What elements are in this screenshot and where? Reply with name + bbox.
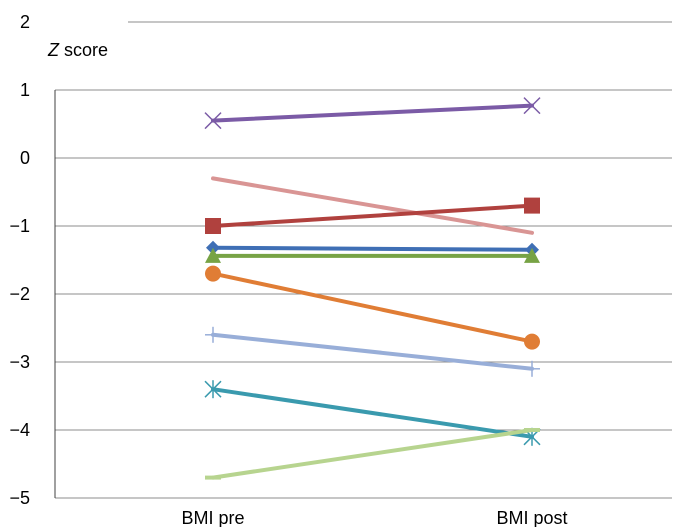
series-line bbox=[211, 428, 534, 480]
y-tick-label: −5 bbox=[9, 488, 30, 508]
y-tick-label: 1 bbox=[20, 80, 30, 100]
series bbox=[204, 97, 541, 130]
data-point-diamond bbox=[206, 240, 220, 255]
x-category-label: BMI pre bbox=[181, 508, 244, 527]
series bbox=[205, 428, 540, 480]
data-point-star bbox=[204, 380, 222, 399]
series bbox=[205, 265, 540, 350]
data-point-square bbox=[524, 197, 540, 214]
y-tick-labels: 2 1 0 −1 −2 −3 −4 −5 bbox=[9, 12, 30, 508]
series-line bbox=[211, 271, 534, 344]
series bbox=[205, 247, 540, 263]
y-tick-label: 2 bbox=[20, 12, 30, 32]
series bbox=[205, 326, 540, 377]
series-line bbox=[211, 387, 534, 439]
y-tick-label: −1 bbox=[9, 216, 30, 236]
data-point-triangle bbox=[205, 247, 221, 263]
y-tick-label: −2 bbox=[9, 284, 30, 304]
series-line bbox=[211, 176, 534, 235]
y-tick-label: 0 bbox=[20, 148, 30, 168]
series-lines bbox=[204, 97, 541, 480]
gridlines bbox=[54, 21, 672, 499]
x-category-label: BMI post bbox=[496, 508, 567, 527]
data-point-x bbox=[523, 97, 541, 115]
y-tick-label: −3 bbox=[9, 352, 30, 372]
data-point-plus bbox=[524, 360, 540, 377]
data-point-plus bbox=[205, 326, 221, 343]
y-tick-label: −4 bbox=[9, 420, 30, 440]
data-point-circle bbox=[524, 333, 540, 350]
series bbox=[205, 197, 540, 234]
data-point-x bbox=[204, 112, 222, 130]
series bbox=[211, 176, 534, 235]
series-line bbox=[211, 203, 534, 228]
data-point-circle bbox=[205, 265, 221, 282]
series-line bbox=[211, 245, 534, 252]
x-category-labels: BMI pre BMI post bbox=[181, 508, 567, 527]
series-line bbox=[211, 103, 534, 123]
y-axis-label-rest: score bbox=[59, 40, 108, 60]
y-axis-label: Z score bbox=[47, 40, 108, 60]
data-point-triangle bbox=[524, 247, 540, 263]
y-axis-label-italic: Z bbox=[47, 40, 60, 60]
data-point-square bbox=[205, 218, 221, 234]
series-line bbox=[211, 332, 534, 371]
